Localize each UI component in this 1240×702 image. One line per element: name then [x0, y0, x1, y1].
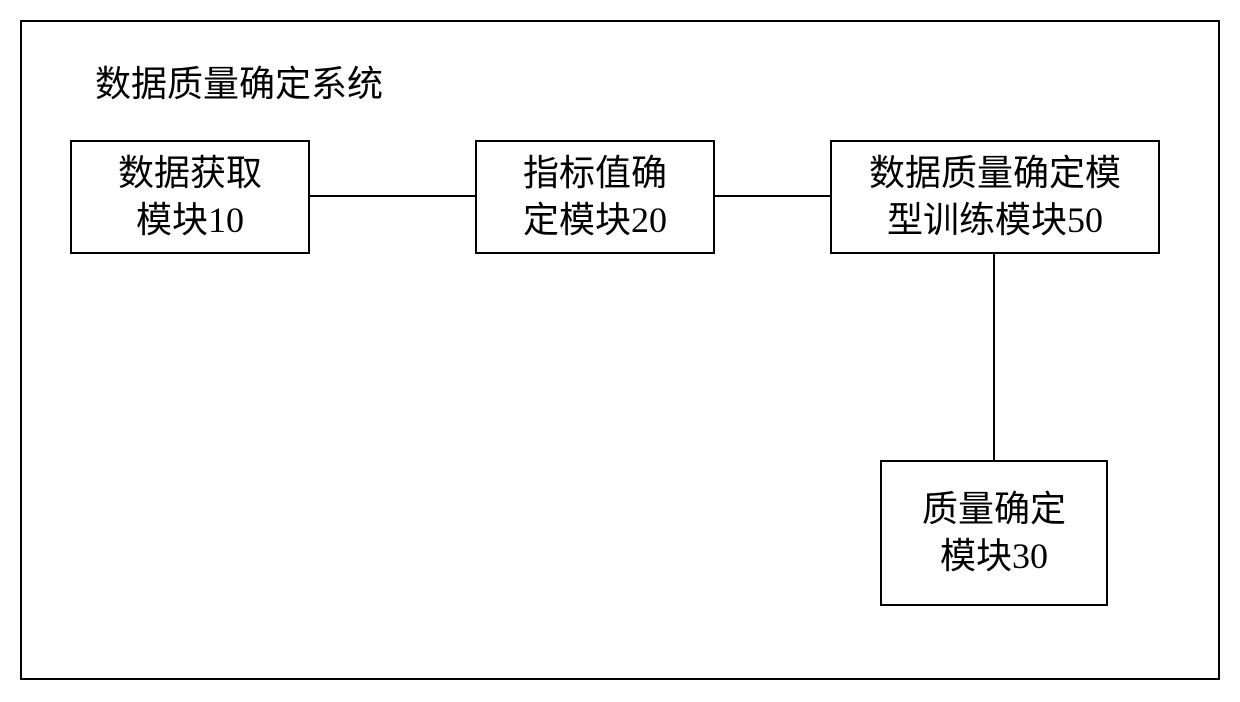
module-index-value-determination: 指标值确定模块20 [475, 140, 715, 254]
module-data-quality-model-training: 数据质量确定模型训练模块50 [830, 140, 1160, 254]
module-quality-determination: 质量确定模块30 [880, 460, 1108, 606]
diagram-title: 数据质量确定系统 [95, 55, 383, 107]
edge-acquisition-to-index [310, 195, 475, 197]
module-data-acquisition: 数据获取模块10 [70, 140, 310, 254]
edge-training-to-quality [993, 254, 995, 460]
edge-index-to-training [715, 195, 830, 197]
